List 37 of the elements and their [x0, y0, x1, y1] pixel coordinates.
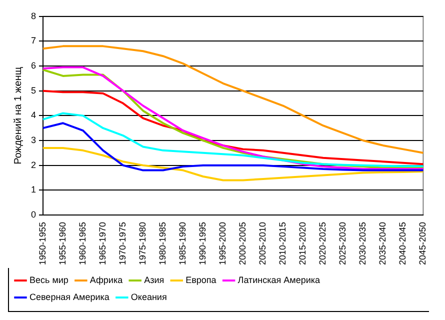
x-tick-label: 1955-1960	[58, 222, 68, 266]
x-tick-label: 2040-2045	[398, 222, 408, 266]
legend-label: Африка	[90, 274, 123, 285]
x-tick-label: 2000-2005	[238, 222, 248, 266]
y-tick-label: 6	[30, 60, 36, 71]
x-tick-label: 1960-1965	[78, 222, 88, 266]
x-tick-label: 2035-2040	[378, 222, 388, 266]
y-tick-label: 1	[30, 184, 36, 195]
x-tick-label: 1975-1980	[138, 222, 148, 266]
legend-label: Северная Америка	[30, 292, 110, 302]
x-tick-label: 2020-2025	[318, 222, 328, 266]
x-tick-label: 1970-1975	[118, 222, 128, 266]
legend-label: Латинская Америка	[238, 274, 320, 285]
legend-label: Европа	[186, 274, 216, 285]
y-tick-label: 0	[30, 209, 36, 220]
legend-label: Весь мир	[30, 274, 68, 285]
y-tick-label: 2	[30, 160, 36, 170]
x-tick-label: 1995-2000	[218, 222, 228, 266]
x-tick-label: 1965-1970	[98, 222, 108, 266]
y-tick-label: 5	[30, 85, 36, 96]
legend-label: Океания	[130, 292, 167, 302]
y-tick-label: 4	[30, 110, 36, 120]
x-tick-label: 2010-2015	[278, 222, 288, 266]
y-tick-label: 8	[30, 10, 36, 21]
legend-label: Азия	[144, 274, 164, 285]
x-tick-label: 1950-1955	[37, 222, 48, 266]
x-tick-label: 2030-2035	[358, 222, 368, 266]
x-tick-label: 1990-1995	[198, 222, 208, 266]
x-tick-label: 1985-1990	[178, 222, 188, 266]
x-tick-label: 2045-2050	[418, 222, 428, 266]
y-tick-label: 3	[30, 134, 36, 145]
x-tick-label: 2015-2020	[298, 222, 308, 266]
y-tick-label: 7	[30, 36, 36, 46]
x-tick-label: 2025-2030	[338, 222, 348, 266]
x-tick-label: 1980-1985	[158, 222, 168, 266]
x-tick-label: 2005-2010	[258, 222, 268, 266]
y-axis-title: Рождений на 1 женщ	[12, 66, 24, 164]
